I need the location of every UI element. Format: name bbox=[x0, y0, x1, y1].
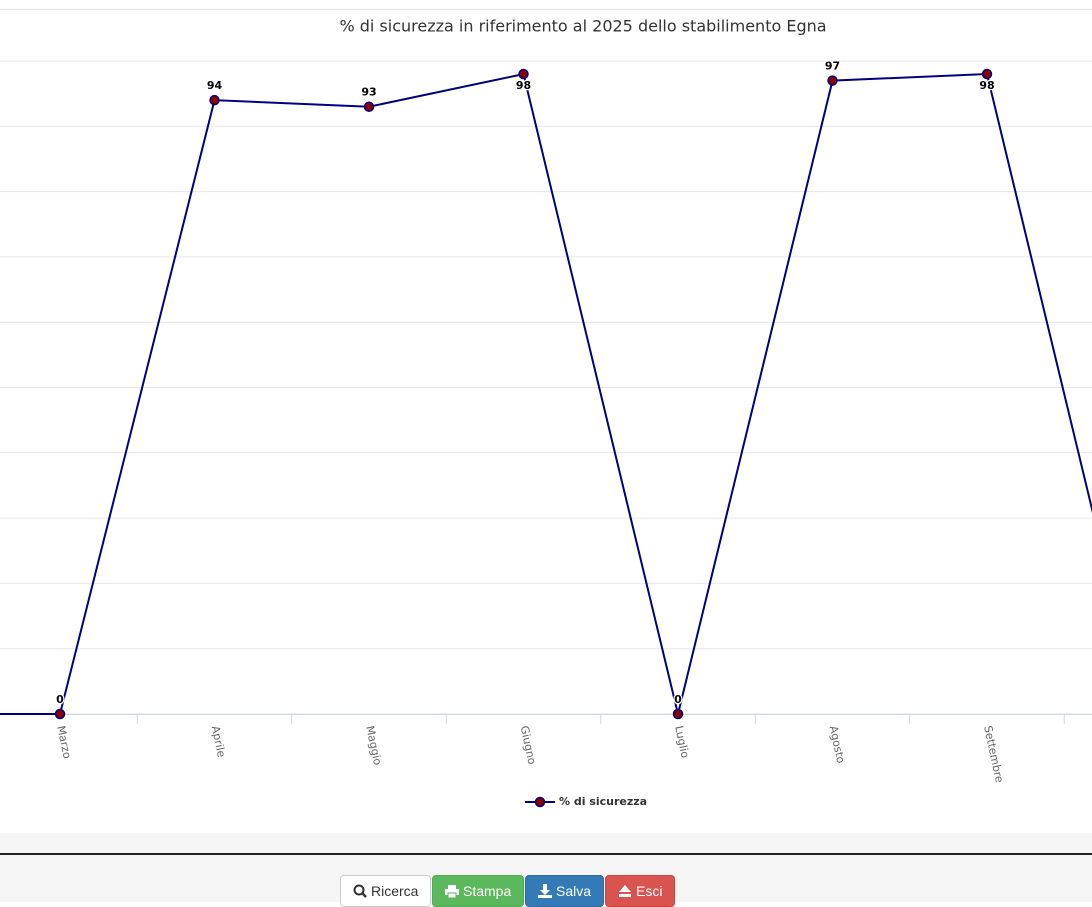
chart-title: % di sicurezza in riferimento al 2025 de… bbox=[339, 17, 826, 36]
save-button[interactable]: Salva bbox=[525, 875, 605, 907]
search-icon bbox=[353, 884, 367, 898]
point bbox=[209, 94, 220, 106]
toolbar: Ricerca Stampa Salva Esci bbox=[0, 853, 1092, 907]
button-label: Ricerca bbox=[371, 883, 419, 899]
data-label: 0 bbox=[674, 693, 682, 706]
point bbox=[518, 68, 529, 80]
exit-button[interactable]: Esci bbox=[605, 875, 676, 907]
button-label: Esci bbox=[636, 883, 663, 899]
data-label: 98 bbox=[979, 79, 994, 92]
print-icon bbox=[445, 885, 459, 898]
data-label: 0 bbox=[56, 693, 64, 706]
chart: % di sicurezza in riferimento al 2025 de… bbox=[0, 0, 1092, 853]
eject-icon bbox=[619, 885, 631, 897]
button-label: Stampa bbox=[463, 883, 512, 899]
page-gap bbox=[0, 833, 1092, 853]
chart-background bbox=[0, 0, 1092, 833]
data-label: 97 bbox=[825, 60, 840, 73]
point bbox=[981, 68, 993, 80]
legend-label: % di sicurezza bbox=[559, 795, 647, 808]
button-label: Salva bbox=[556, 883, 592, 899]
point bbox=[672, 708, 684, 720]
search-button[interactable]: Ricerca bbox=[340, 875, 432, 907]
print-button[interactable]: Stampa bbox=[432, 875, 525, 907]
point bbox=[827, 75, 838, 86]
legend-marker bbox=[534, 796, 546, 808]
download-icon bbox=[538, 884, 552, 898]
data-label: 94 bbox=[207, 79, 223, 92]
point bbox=[363, 101, 375, 112]
data-label: 93 bbox=[361, 86, 376, 99]
data-label: 98 bbox=[516, 79, 531, 92]
point bbox=[54, 708, 66, 720]
